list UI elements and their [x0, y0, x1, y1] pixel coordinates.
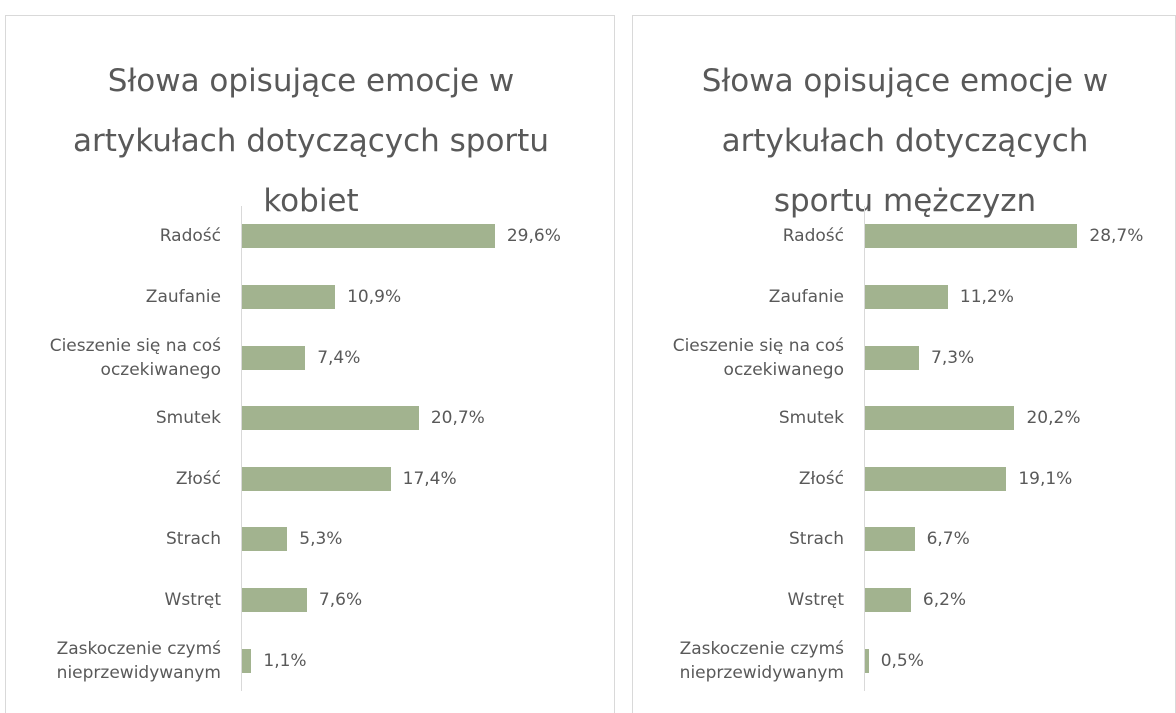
category-label: Zaskoczenie czymś nieprzewidywanym — [56, 638, 221, 683]
value-label: 7,3% — [931, 347, 975, 368]
value-label: 19,1% — [1018, 468, 1073, 489]
bar — [865, 345, 920, 370]
category-label: Wstręt — [787, 590, 844, 611]
bar — [242, 224, 495, 249]
bar — [242, 406, 419, 431]
value-label: 7,4% — [317, 347, 361, 368]
category-label: Smutek — [778, 408, 844, 429]
category-label: Złość — [798, 468, 844, 489]
value-label: 5,3% — [299, 529, 343, 550]
value-label: 20,2% — [1026, 408, 1081, 429]
category-label: Cieszenie się na coś oczekiwanego — [49, 335, 221, 380]
category-label: Zaufanie — [768, 286, 844, 307]
bar — [242, 345, 306, 370]
chart-panel: Słowa opisujące emocje w artykułach doty… — [632, 15, 1176, 713]
category-label: Wstręt — [164, 590, 221, 611]
bar — [865, 527, 915, 552]
chart-title: Słowa opisujące emocje w artykułach doty… — [73, 63, 549, 219]
bar — [865, 588, 911, 613]
value-label: 10,9% — [347, 286, 402, 307]
value-label: 1,1% — [263, 650, 307, 671]
y-axis — [864, 206, 865, 691]
bar — [865, 466, 1007, 491]
category-label: Cieszenie się na coś oczekiwanego — [672, 335, 844, 380]
category-label: Zaskoczenie czymś nieprzewidywanym — [679, 638, 844, 683]
bar — [865, 284, 948, 309]
category-label: Zaufanie — [145, 286, 221, 307]
bar — [865, 648, 869, 673]
value-label: 6,2% — [922, 590, 967, 611]
category-label: Smutek — [155, 408, 221, 429]
bar — [242, 284, 336, 309]
value-label: 7,6% — [318, 590, 363, 611]
bar — [242, 588, 307, 613]
value-label: 29,6% — [506, 226, 561, 247]
category-label: Strach — [789, 529, 844, 550]
value-label: 28,7% — [1089, 226, 1144, 247]
value-label: 20,7% — [430, 408, 485, 429]
value-label: 11,2% — [959, 286, 1014, 307]
chart-panel: Słowa opisujące emocje w artykułach doty… — [5, 15, 615, 713]
y-axis — [241, 206, 242, 691]
category-label: Radość — [782, 226, 844, 247]
bar — [242, 466, 391, 491]
bar — [865, 224, 1078, 249]
bar — [865, 406, 1015, 431]
value-label: 0,5% — [880, 650, 924, 671]
category-label: Strach — [166, 529, 221, 550]
value-label: 17,4% — [402, 468, 457, 489]
bar — [242, 648, 252, 673]
category-label: Złość — [175, 468, 221, 489]
bar — [242, 527, 288, 552]
category-label: Radość — [159, 226, 221, 247]
chart-title: Słowa opisujące emocje w artykułach doty… — [701, 63, 1109, 219]
value-label: 6,7% — [926, 529, 970, 550]
